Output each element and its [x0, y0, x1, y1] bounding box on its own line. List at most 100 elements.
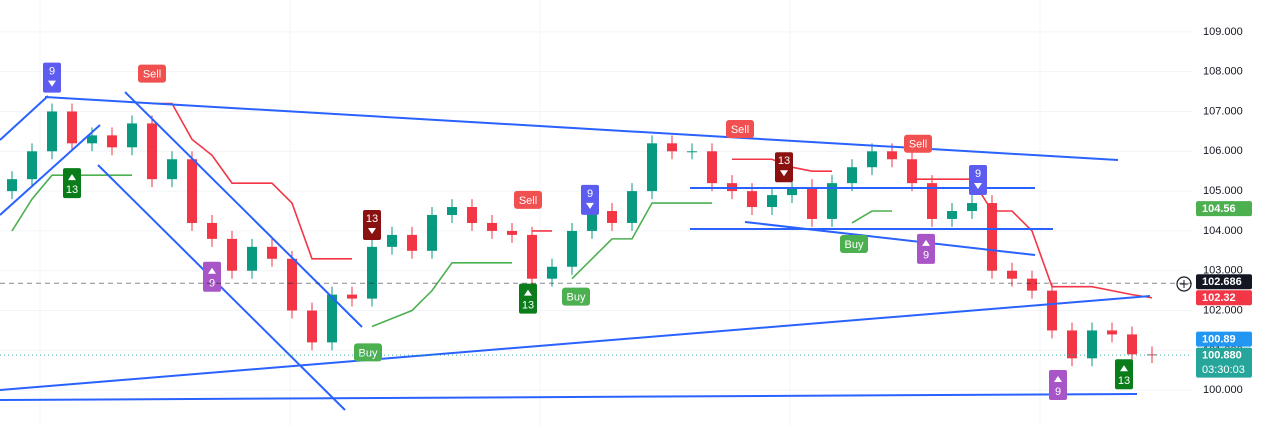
signal-marker: Sell	[726, 119, 754, 138]
signal-box	[519, 283, 537, 314]
signal-marker: Sell	[904, 134, 932, 153]
signal-label: Buy	[567, 292, 586, 304]
signal-marker: 13	[775, 152, 793, 183]
signal-box	[514, 190, 542, 209]
candle-body	[587, 211, 597, 231]
candle-body	[667, 143, 677, 152]
candle-body	[247, 246, 257, 271]
signal-label: Sell	[519, 195, 537, 207]
candle-body	[527, 234, 537, 279]
signal-label: 9	[49, 66, 55, 78]
signal-marker: 13	[63, 168, 81, 199]
candle-body	[287, 258, 297, 311]
candle-body	[1067, 330, 1077, 359]
signal-box	[1049, 369, 1067, 400]
signal-arrow	[68, 174, 76, 181]
signal-marker: 9	[969, 164, 987, 195]
signal-arrow	[586, 202, 594, 209]
candle-body	[927, 183, 937, 219]
candle-body	[827, 183, 837, 219]
signal-label: Sell	[909, 139, 927, 151]
y-tick-label: 104.000	[1203, 225, 1243, 237]
signal-marker: 9	[43, 62, 61, 93]
candle-body	[387, 234, 397, 247]
signal-arrow	[208, 267, 216, 274]
y-tick-label: 105.000	[1203, 185, 1243, 197]
price-tag-countdown: 03:30:03	[1202, 364, 1245, 376]
signal-label: Buy	[359, 347, 378, 359]
signal-marker: Buy	[840, 235, 868, 254]
signal-marker: 9	[1049, 369, 1067, 400]
candle-body	[67, 111, 77, 144]
candle-body	[767, 195, 777, 208]
signal-box	[969, 164, 987, 195]
signal-label: 13	[778, 155, 790, 167]
y-tick-label: 102.000	[1203, 304, 1243, 316]
candle-body	[47, 111, 57, 152]
signal-box	[775, 152, 793, 183]
signal-box	[203, 261, 221, 292]
price-tag-label: 100.89	[1202, 334, 1236, 346]
candle-body	[547, 266, 557, 279]
crosshair-button[interactable]	[1176, 276, 1192, 292]
supertrend-line	[152, 102, 1153, 299]
candle-body	[7, 179, 17, 192]
candle-body	[647, 143, 657, 192]
signal-box	[840, 235, 868, 254]
signal-label: 9	[587, 188, 593, 200]
candle-body	[87, 135, 97, 144]
y-tick-label: 108.000	[1203, 66, 1243, 78]
candle-body	[567, 230, 577, 267]
trend-line	[0, 295, 1151, 391]
trend-line	[744, 221, 1036, 256]
candle-body	[627, 191, 637, 223]
price-tag-label: 100.880	[1202, 350, 1242, 362]
y-tick-label: 100.000	[1203, 384, 1243, 396]
candle-body	[427, 214, 437, 251]
candle-body	[847, 167, 857, 184]
signal-label: Sell	[143, 69, 161, 81]
candle-body	[167, 159, 177, 180]
candle-body	[947, 211, 957, 219]
signal-box	[904, 134, 932, 153]
candles	[7, 103, 1157, 367]
signal-label: 13	[366, 213, 378, 225]
candle-body	[227, 238, 237, 271]
candle-body	[507, 230, 517, 235]
candle-body	[907, 159, 917, 184]
signal-box	[917, 233, 935, 264]
candle-body	[687, 151, 697, 153]
signal-label: 9	[975, 168, 981, 180]
price-tag-label: 102.32	[1202, 292, 1236, 304]
candle-body	[1107, 330, 1117, 335]
price-tag	[1196, 290, 1252, 306]
price-tag-label: 104.56	[1202, 203, 1236, 215]
signal-arrow	[524, 289, 532, 296]
signal-label: 13	[522, 300, 534, 312]
price-tag	[1196, 331, 1252, 347]
y-tick-label: 107.000	[1203, 105, 1243, 117]
signal-marker: Sell	[138, 64, 166, 83]
price-tag	[1196, 347, 1252, 378]
signal-box	[354, 343, 382, 362]
signal-box	[581, 184, 599, 215]
candle-body	[1127, 334, 1137, 355]
candle-body	[1047, 290, 1057, 331]
trend-lines	[0, 91, 1151, 411]
price-tag	[1196, 201, 1252, 217]
y-tick-label: 109.000	[1203, 26, 1243, 38]
trend-line	[44, 96, 1119, 161]
signal-box	[43, 62, 61, 93]
trend-line	[124, 91, 363, 328]
signal-label: 9	[1055, 386, 1061, 398]
candle-body	[307, 310, 317, 343]
signal-arrow	[48, 80, 56, 87]
price-tag	[1196, 274, 1252, 290]
signal-marker: 13	[363, 209, 381, 240]
candle-body	[407, 234, 417, 251]
candle-body	[27, 151, 37, 180]
signal-marker: Sell	[514, 190, 542, 209]
candle-body	[127, 123, 137, 148]
candle-body	[987, 203, 997, 271]
signal-label: 9	[923, 250, 929, 262]
